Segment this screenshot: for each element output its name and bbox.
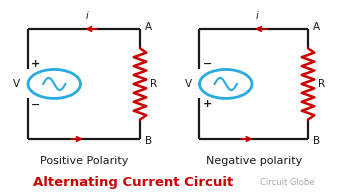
Text: Alternating Current Circuit: Alternating Current Circuit [33,176,233,189]
Text: −: − [203,58,212,69]
Text: A: A [145,22,152,32]
Text: B: B [313,136,320,146]
Text: R: R [150,79,157,89]
Text: Negative polarity: Negative polarity [206,156,302,166]
Text: Circuit Globe: Circuit Globe [260,178,314,187]
Text: +: + [203,99,212,109]
Text: +: + [31,58,40,69]
Text: i: i [256,11,259,21]
Text: V: V [13,79,20,89]
Text: −: − [31,99,40,109]
Text: V: V [185,79,192,89]
Text: B: B [145,136,152,146]
Text: R: R [318,79,325,89]
Text: Positive Polarity: Positive Polarity [40,156,128,166]
Text: i: i [86,11,89,21]
Text: A: A [313,22,320,32]
